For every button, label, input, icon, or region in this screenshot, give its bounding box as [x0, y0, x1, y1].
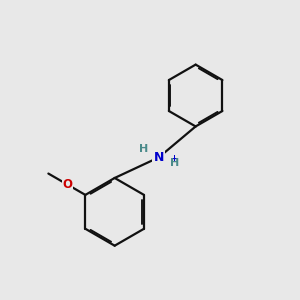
Text: H: H — [169, 158, 179, 168]
Text: +: + — [170, 154, 177, 163]
Text: H: H — [139, 144, 148, 154]
Text: N: N — [154, 151, 164, 164]
Text: O: O — [62, 178, 73, 191]
